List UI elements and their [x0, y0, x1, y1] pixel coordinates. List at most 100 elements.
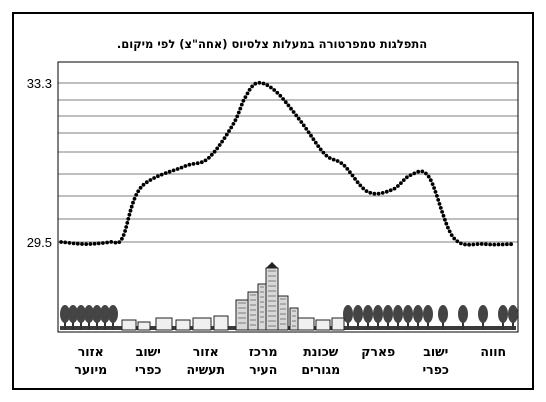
data-point-dot: [217, 143, 222, 147]
data-point-dot: [281, 97, 285, 101]
data-point-dot: [245, 91, 250, 96]
data-point-dot: [136, 189, 141, 194]
data-point-dot: [424, 171, 428, 176]
data-point-dot: [191, 162, 196, 166]
data-point-dot: [301, 123, 306, 128]
building-icon: [289, 307, 299, 331]
category-label-line1: אזור: [193, 344, 219, 359]
data-point-dot: [380, 191, 385, 195]
data-point-dot: [247, 87, 252, 92]
tree-icon: [363, 305, 373, 323]
data-point-dot: [71, 241, 76, 246]
data-point-dot: [311, 137, 316, 142]
category-label-line1: שכונת: [303, 344, 339, 359]
data-point-dot: [321, 150, 326, 155]
data-point-dot: [199, 160, 204, 165]
data-point-dot: [257, 80, 262, 85]
data-point-dot: [171, 168, 176, 173]
data-point-dot: [59, 240, 63, 244]
data-point-dot: [492, 242, 497, 247]
tree-trunk: [482, 320, 484, 330]
data-point-dot: [63, 240, 68, 245]
category-label-line1: חווה: [480, 344, 506, 359]
tree-trunk: [512, 320, 514, 330]
data-point-dot: [229, 125, 234, 130]
data-point-dot: [348, 170, 352, 175]
data-point-dot: [134, 193, 139, 197]
data-point-dot: [207, 155, 211, 160]
data-point-dot: [441, 213, 446, 218]
house-icon: [315, 319, 331, 331]
building-icon: [265, 267, 279, 331]
tree-trunk: [112, 320, 114, 330]
tree-icon: [403, 305, 413, 323]
data-point-dot: [488, 242, 492, 247]
tree-trunk: [427, 320, 429, 330]
data-point-dot: [233, 118, 238, 123]
category-label-line1: אזור: [78, 344, 104, 359]
data-point-dot: [446, 225, 450, 230]
data-point-dot: [241, 98, 246, 103]
tree-icon: [478, 305, 488, 323]
data-point-dot: [392, 186, 397, 191]
tree-trunk: [80, 320, 82, 330]
house-icon: [155, 317, 173, 331]
tree-trunk: [387, 320, 389, 330]
skyline-illustration: [60, 262, 518, 331]
tree-icon: [84, 305, 94, 323]
category-labels: אזור מיוער ישוב כפרי אזור תעשיה מרכז העיר שכונת מ…: [74, 344, 506, 377]
data-point-dot: [126, 217, 131, 221]
tree-trunk: [502, 320, 504, 330]
data-point-dot: [175, 167, 180, 171]
tree-trunk: [104, 320, 106, 330]
data-point-dot: [432, 186, 436, 190]
data-point-dot: [440, 210, 444, 214]
category-label-line2: מיוער: [74, 362, 107, 377]
data-point-dot: [428, 178, 433, 183]
tree-trunk: [442, 320, 444, 330]
data-point-dot: [443, 217, 447, 222]
tree-icon: [92, 305, 102, 323]
category-label-line2: תעשיה: [186, 362, 225, 377]
data-point-dot: [105, 240, 109, 245]
tree-icon: [383, 305, 393, 323]
data-point-dot: [430, 182, 435, 187]
data-point-dot: [167, 169, 172, 174]
data-point-dot: [449, 233, 454, 238]
data-point-dot: [399, 181, 403, 186]
building-icon: [257, 283, 267, 331]
category-label-line2: מגורים: [301, 362, 340, 377]
data-point-dot: [420, 169, 425, 174]
data-point-dot: [67, 241, 72, 245]
data-point-dot: [455, 239, 460, 244]
data-point-dot: [335, 159, 340, 163]
tree-trunk: [64, 320, 66, 330]
data-point-dot: [426, 174, 431, 179]
data-point-dot: [318, 147, 323, 152]
data-point-dot: [388, 188, 393, 193]
data-point-dot: [163, 171, 168, 176]
data-point-dot: [220, 139, 225, 144]
data-point-dot: [144, 180, 149, 185]
data-point-dot: [179, 165, 184, 170]
data-point-dot: [159, 172, 164, 177]
data-point-dot: [509, 242, 513, 247]
house-icon: [331, 317, 345, 331]
data-point-dot: [195, 161, 200, 166]
data-point-dot: [306, 130, 311, 135]
data-point-dot: [339, 161, 344, 166]
data-point-dot: [101, 241, 105, 245]
data-point-dot: [278, 93, 283, 98]
tree-trunk: [417, 320, 419, 330]
tree-icon: [108, 305, 118, 323]
tree-icon: [438, 305, 448, 323]
data-point-dot: [361, 186, 366, 191]
data-point-dot: [350, 173, 355, 178]
category-label-line1: פארק: [361, 344, 395, 359]
tree-icon: [508, 305, 518, 323]
data-point-dot: [120, 236, 124, 241]
building-icon: [277, 295, 289, 331]
data-point-dot: [152, 176, 157, 180]
data-point-dot: [316, 144, 321, 149]
